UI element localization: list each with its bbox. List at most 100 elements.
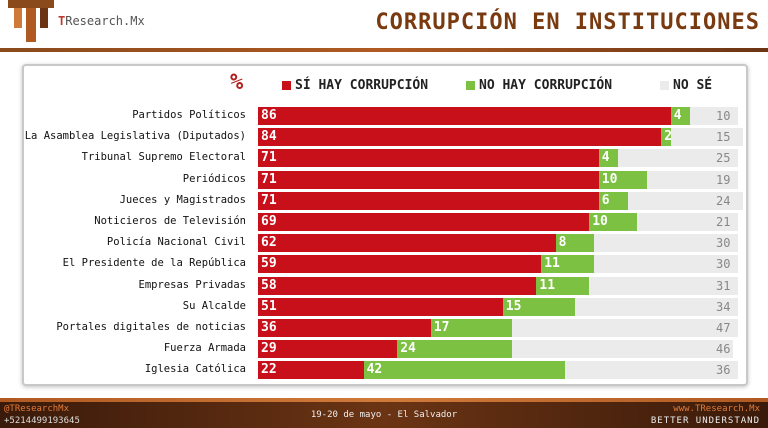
bar-unknown	[618, 149, 738, 168]
data-label-yes: 71	[261, 171, 277, 187]
brand-name: TResearch.Mx	[58, 14, 145, 28]
data-label-yes: 69	[261, 214, 277, 229]
bar-yes	[258, 128, 662, 147]
category-label: Periódicos	[182, 172, 246, 185]
bar-no	[555, 234, 594, 253]
bar-yes	[258, 276, 537, 295]
category-label: Su Alcalde	[182, 299, 246, 312]
data-label-unknown: 46	[716, 342, 731, 357]
bar-no	[598, 170, 647, 189]
footer-divider	[0, 398, 768, 402]
data-label-yes: 51	[261, 298, 277, 314]
bar-unknown	[589, 276, 738, 295]
bar-unknown	[637, 213, 738, 231]
data-label-no: 11	[539, 277, 556, 293]
data-label-no: 11	[544, 256, 560, 272]
bar-yes	[258, 213, 590, 231]
bar-unknown	[627, 191, 743, 210]
bar-no	[661, 128, 671, 147]
page-title: CORRUPCIÓN EN INSTITUCIONES	[375, 10, 760, 35]
data-label-no: 4	[673, 108, 682, 123]
category-label: La Asamblea Legislativa (Diputados)	[24, 130, 246, 143]
bar-unknown	[594, 234, 738, 253]
bar-yes	[258, 149, 599, 168]
data-label-yes: 86	[261, 108, 277, 123]
bar-no	[541, 255, 594, 274]
data-label-no: 42	[366, 362, 383, 378]
category-label: Noticieros de Televisión	[94, 215, 246, 227]
data-label-no: 8	[558, 235, 567, 251]
bar-unknown	[512, 319, 738, 337]
legend-unknown: NO SÉ	[660, 78, 712, 93]
bar-yes	[258, 191, 599, 210]
legend-no: NO HAY CORRUPCIÓN	[466, 78, 612, 93]
legend-no-swatch	[466, 81, 475, 90]
legend-unknown-swatch	[660, 81, 669, 90]
data-label-yes: 59	[261, 256, 277, 272]
category-label: Tribunal Supremo Electoral	[81, 151, 246, 164]
data-label-unknown: 34	[716, 299, 731, 314]
category-label: Iglesia Católica	[144, 363, 246, 376]
bar-no	[502, 297, 575, 316]
data-label-unknown: 47	[716, 321, 731, 335]
bar-unknown	[512, 340, 734, 359]
data-label-no: 17	[433, 320, 450, 335]
category-label: Portales digitales de noticias	[56, 321, 246, 333]
category-label: Empresas Privadas	[138, 278, 246, 291]
bar-unknown	[574, 297, 738, 316]
footer	[0, 402, 768, 428]
data-label-no: 15	[505, 298, 522, 314]
data-label-unknown: 30	[716, 236, 731, 251]
legend-yes: SÍ HAY CORRUPCIÓN	[282, 78, 428, 93]
bar-no	[670, 107, 690, 125]
bar-yes	[258, 234, 556, 253]
bar-unknown	[690, 107, 738, 125]
data-label-no: 10	[601, 171, 618, 187]
category-label: Jueces y Magistrados	[119, 193, 246, 206]
data-label-no: 24	[400, 341, 416, 357]
data-label-unknown: 21	[716, 215, 731, 229]
bar-unknown	[670, 128, 743, 147]
category-label: El Presidente de la República	[62, 257, 246, 270]
data-label-no: 4	[601, 150, 610, 166]
data-label-unknown: 30	[716, 257, 731, 272]
footer-date-location: 19-20 de mayo - El Salvador	[310, 410, 458, 420]
data-label-unknown: 15	[716, 130, 731, 145]
footer-handle: @TResearchMx	[4, 404, 70, 414]
bar-no	[363, 361, 566, 380]
data-label-yes: 36	[261, 320, 277, 335]
footer-website: www.TResearch.Mx	[673, 404, 760, 414]
bar-yes	[258, 340, 398, 359]
data-label-unknown: 36	[716, 363, 731, 378]
footer-tagline: BETTER UNDERSTAND	[650, 416, 760, 426]
percent-symbol: %	[230, 70, 244, 95]
bar-yes	[258, 297, 503, 316]
data-label-unknown: 31	[716, 278, 731, 293]
data-label-no: 2	[664, 129, 673, 145]
data-label-yes: 84	[261, 129, 277, 145]
header: TResearch.Mx CORRUPCIÓN EN INSTITUCIONES	[0, 0, 768, 52]
logo-icon	[8, 0, 54, 42]
bar-unknown	[646, 170, 738, 189]
bar-no	[598, 149, 618, 168]
bar-no	[397, 340, 513, 359]
category-label: Partidos Políticos	[132, 109, 246, 121]
data-label-unknown: 19	[716, 172, 731, 187]
category-label: Fuerza Armada	[163, 342, 246, 355]
bar-no	[430, 319, 513, 337]
data-label-unknown: 24	[716, 193, 731, 208]
data-label-yes: 58	[261, 277, 277, 293]
data-label-yes: 71	[261, 192, 277, 208]
legend-yes-swatch	[282, 81, 291, 90]
bar-yes	[258, 107, 671, 125]
footer-phone: +5214499193645	[4, 416, 80, 426]
data-label-no: 10	[592, 214, 608, 229]
bar-unknown	[565, 361, 738, 380]
data-label-unknown: 10	[716, 109, 731, 123]
data-label-yes: 29	[261, 341, 277, 357]
header-divider	[0, 48, 768, 52]
bar-no	[598, 191, 628, 210]
data-label-yes: 22	[261, 362, 277, 378]
data-label-no: 6	[601, 192, 610, 208]
data-label-yes: 62	[261, 235, 277, 251]
